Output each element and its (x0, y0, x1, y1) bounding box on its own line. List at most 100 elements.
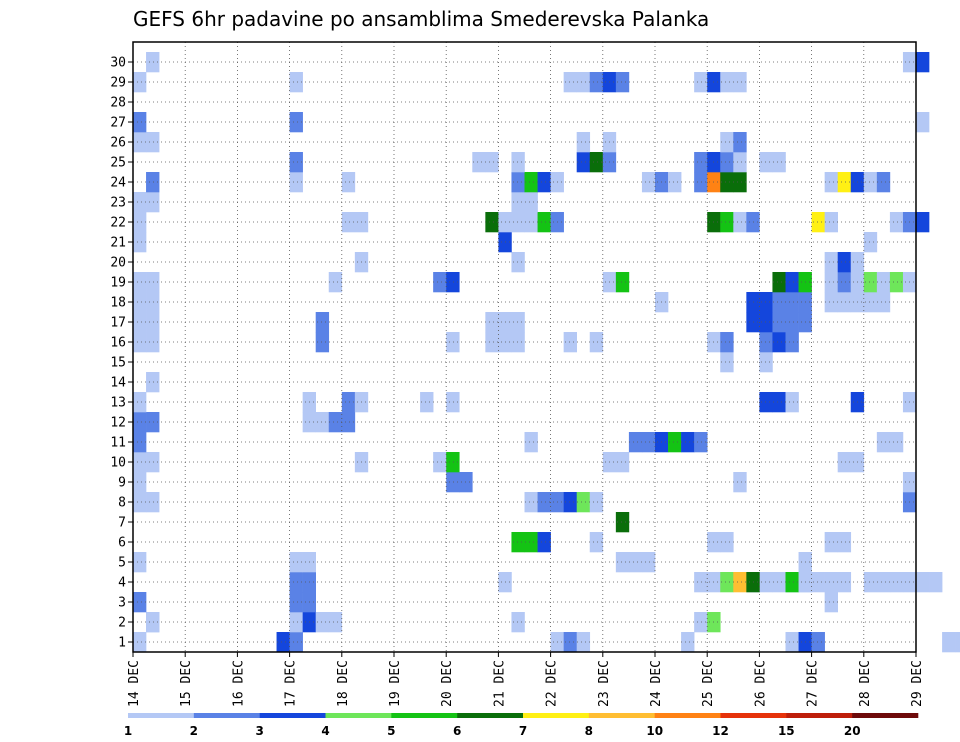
heatmap-cell (589, 72, 604, 93)
heatmap-cell (772, 292, 786, 313)
heatmap-cell (133, 332, 147, 353)
y-tick-label: 10 (110, 456, 126, 471)
y-tick-label: 4 (118, 576, 126, 591)
heatmap-cell (720, 532, 734, 553)
heatmap-cell (133, 112, 147, 133)
heatmap-cell (537, 172, 551, 193)
heatmap-cell (328, 272, 343, 293)
colorbar-label: 6 (453, 724, 461, 738)
heatmap-cell (824, 172, 838, 193)
heatmap-cell (615, 512, 630, 533)
heatmap-cell (863, 292, 878, 313)
heatmap-cell (955, 632, 960, 653)
heatmap-cell (511, 152, 525, 173)
x-tick-label: 19 DEC (388, 660, 403, 707)
heatmap-cell (889, 212, 904, 233)
heatmap-cell (589, 532, 604, 553)
heatmap-cell (146, 492, 160, 513)
heatmap-cell (133, 132, 147, 153)
heatmap-cell (694, 612, 708, 633)
heatmap-cell (733, 152, 747, 173)
heatmap-cell (537, 492, 551, 513)
heatmap-cell (511, 212, 525, 233)
x-tick-label: 22 DEC (545, 660, 560, 707)
colorbar-label: 3 (256, 724, 264, 738)
heatmap-cell (133, 452, 147, 473)
heatmap-cell (681, 632, 695, 653)
y-tick-label: 9 (118, 476, 126, 491)
heatmap-cell (289, 112, 303, 133)
heatmap-cell (289, 632, 303, 653)
x-tick-label: 18 DEC (336, 660, 351, 707)
heatmap-cell (485, 312, 499, 333)
x-tick-label: 27 DEC (806, 660, 821, 707)
heatmap-cell (720, 352, 734, 373)
heatmap-cell (863, 172, 878, 193)
heatmap-cell (315, 312, 330, 333)
y-tick-label: 8 (118, 496, 126, 511)
heatmap-cell (276, 632, 290, 653)
heatmap-cell (837, 272, 852, 293)
heatmap-cell (133, 272, 147, 293)
heatmap-cell (785, 312, 799, 333)
heatmap-cell (289, 172, 303, 193)
heatmap-cell (537, 532, 551, 553)
y-tick-label: 21 (110, 236, 126, 251)
y-tick-label: 27 (110, 116, 126, 131)
heatmap-cell (146, 412, 160, 433)
heatmap-cell (615, 552, 630, 573)
colorbar-swatch (852, 713, 919, 718)
heatmap-cell (146, 372, 160, 393)
heatmap-cell (563, 632, 577, 653)
heatmap-cell (772, 392, 786, 413)
heatmap-cell (511, 612, 525, 633)
heatmap-cell (772, 572, 786, 593)
y-tick-label: 5 (118, 556, 126, 571)
heatmap-cell (433, 452, 447, 473)
x-tick-label: 20 DEC (440, 660, 455, 707)
y-tick-label: 26 (110, 136, 126, 151)
y-tick-label: 2 (118, 616, 126, 631)
y-tick-label: 30 (110, 56, 126, 71)
colorbar-swatch (128, 713, 195, 718)
heatmap-cell (328, 612, 343, 633)
heatmap-cell (576, 132, 591, 153)
heatmap-cell (759, 332, 773, 353)
heatmap-cell (563, 72, 577, 93)
heatmap-cell (133, 392, 147, 413)
heatmap-cell (720, 72, 734, 93)
colorbar-label: 4 (321, 724, 329, 738)
heatmap-cell (485, 212, 499, 233)
x-tick-label: 25 DEC (701, 660, 716, 707)
heatmap-cell (668, 432, 682, 453)
heatmap-cell (133, 592, 147, 613)
heatmap-cell (146, 612, 160, 633)
colorbar: 1 2 3 4 5 6 7 8 10 12 15 20 (124, 713, 919, 738)
heatmap-cell (720, 152, 734, 173)
colorbar-label: 20 (844, 724, 861, 738)
heatmap-cell (889, 432, 904, 453)
heatmap-cell (720, 132, 734, 153)
heatmap-cell (289, 72, 303, 93)
heatmap-cell (837, 172, 852, 193)
x-axis: 14 DEC 15 DEC 16 DEC 17 DEC 18 DEC 19 DEC 20 D… (127, 652, 925, 707)
heatmap-cell (863, 272, 878, 293)
heatmap-cells (133, 52, 960, 653)
heatmap-cell (511, 312, 525, 333)
y-tick-label: 12 (110, 416, 126, 431)
heatmap-cell (733, 572, 747, 593)
heatmap-cell (863, 572, 878, 593)
heatmap-cell (876, 292, 891, 313)
heatmap-cell (341, 212, 356, 233)
heatmap-cell (785, 292, 799, 313)
heatmap-cell (733, 212, 747, 233)
heatmap-cell (772, 332, 786, 353)
heatmap-cell (524, 532, 538, 553)
heatmap-cell (759, 352, 773, 373)
y-tick-label: 7 (118, 516, 126, 531)
heatmap-cell (694, 152, 708, 173)
heatmap-cell (146, 332, 160, 353)
heatmap-cell (589, 492, 604, 513)
heatmap-cell (563, 492, 577, 513)
x-tick-label: 16 DEC (231, 660, 246, 707)
